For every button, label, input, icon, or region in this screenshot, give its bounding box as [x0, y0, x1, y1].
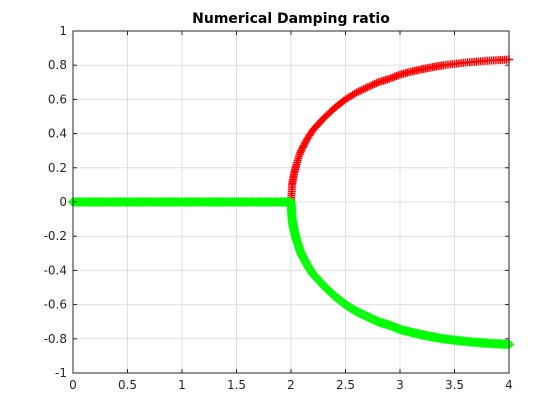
y-tick-label: 0	[59, 195, 67, 209]
series-0	[287, 55, 513, 206]
tick-layer	[72, 30, 510, 374]
data-point	[434, 333, 446, 344]
data-point	[356, 86, 365, 95]
data-point	[286, 205, 297, 216]
data-point	[290, 229, 301, 240]
data-point	[366, 81, 375, 90]
y-tick-label: 0.8	[48, 58, 67, 72]
y-tick-label: -0.4	[44, 263, 67, 277]
y-tick-label: -0.8	[44, 332, 67, 346]
x-tick-label: 3.5	[445, 378, 464, 392]
data-point	[368, 80, 377, 89]
data-point	[286, 199, 297, 210]
y-tick-label: -1	[55, 366, 67, 380]
data-point	[298, 143, 307, 152]
y-tick-label: 1	[59, 24, 67, 38]
x-tick-label: 1.5	[227, 378, 246, 392]
series-layer	[67, 55, 515, 350]
y-tick-label: 0.6	[48, 92, 67, 106]
data-point	[359, 85, 368, 94]
x-tick-label: 2.5	[336, 378, 355, 392]
data-point	[354, 87, 363, 96]
data-point	[286, 201, 297, 212]
data-point	[297, 144, 306, 153]
tick-label-layer: 0 0.5 1 1.5 2 2.5 3 3.5 4 -1 -0.8 -0.6 -0.4 -0.2 0 0.2 0…	[44, 24, 513, 392]
data-point	[301, 138, 310, 147]
y-tick-label: -0.2	[44, 229, 67, 243]
x-tick-label: 1	[178, 378, 186, 392]
x-tick-label: 3	[396, 378, 404, 392]
data-point	[352, 88, 361, 97]
data-point	[361, 84, 370, 93]
data-point	[300, 139, 309, 148]
data-point	[286, 203, 297, 214]
data-point	[365, 82, 374, 91]
data-point	[372, 79, 381, 88]
data-point	[370, 80, 379, 89]
data-point	[285, 196, 297, 208]
chart-title: Numerical Damping ratio	[192, 11, 390, 27]
data-point	[357, 85, 366, 94]
y-tick-label: 0.4	[48, 127, 67, 141]
y-tick-label: 0.2	[48, 161, 67, 175]
x-tick-label: 0.5	[118, 378, 137, 392]
data-point	[363, 83, 372, 92]
data-point	[299, 141, 308, 150]
x-tick-label: 0	[69, 378, 77, 392]
series-1	[67, 196, 515, 350]
grid	[72, 30, 510, 374]
x-tick-label: 4	[505, 378, 513, 392]
x-tick-label: 2	[287, 378, 295, 392]
y-tick-label: -0.6	[44, 298, 67, 312]
